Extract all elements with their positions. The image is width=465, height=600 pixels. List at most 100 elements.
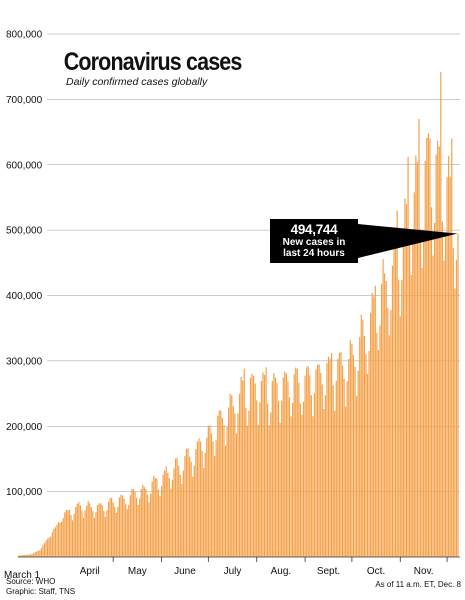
bar bbox=[143, 487, 145, 557]
bar bbox=[39, 550, 41, 557]
bar bbox=[224, 445, 227, 557]
x-tick-label: April bbox=[80, 566, 100, 577]
bar bbox=[343, 378, 345, 557]
bar bbox=[114, 506, 116, 557]
bar bbox=[76, 503, 78, 557]
bar bbox=[337, 358, 339, 557]
bar bbox=[67, 510, 69, 557]
bar bbox=[156, 478, 158, 557]
bar bbox=[402, 233, 404, 557]
bar bbox=[257, 424, 259, 557]
bar bbox=[228, 407, 230, 557]
bar bbox=[162, 474, 164, 557]
bar bbox=[304, 375, 306, 557]
y-tick-label: 400,000 bbox=[6, 291, 43, 302]
y-tick-label: 200,000 bbox=[6, 422, 43, 433]
y-axis: 100,000 200,000 300,000 400,000 500,000 600,0… bbox=[4, 28, 48, 498]
bar bbox=[457, 233, 459, 557]
bar bbox=[366, 373, 369, 557]
bar bbox=[182, 470, 184, 557]
bar bbox=[440, 71, 442, 558]
credits: Source: WHO Graphic: Staff, TNS bbox=[6, 577, 75, 597]
bar bbox=[18, 555, 21, 557]
bar bbox=[429, 138, 431, 557]
bar bbox=[187, 448, 189, 557]
bar bbox=[238, 393, 241, 557]
x-tick-label: July bbox=[224, 566, 242, 577]
bar bbox=[249, 377, 252, 557]
bar bbox=[259, 402, 261, 557]
bar bbox=[117, 507, 119, 557]
bar bbox=[70, 514, 72, 557]
bar bbox=[318, 364, 320, 557]
bar bbox=[57, 522, 60, 557]
bar bbox=[454, 288, 456, 557]
bar bbox=[382, 259, 384, 557]
bar bbox=[146, 494, 149, 557]
bar bbox=[455, 259, 458, 557]
bar bbox=[373, 296, 375, 557]
bar bbox=[312, 416, 314, 557]
bar bbox=[346, 381, 348, 557]
bar bbox=[148, 502, 150, 557]
bar bbox=[221, 417, 223, 557]
bar bbox=[235, 433, 238, 557]
bar bbox=[384, 273, 386, 557]
bar bbox=[282, 377, 284, 557]
bar bbox=[126, 509, 128, 557]
bar bbox=[231, 395, 233, 557]
bar bbox=[65, 509, 67, 557]
bar bbox=[26, 554, 28, 557]
bar bbox=[134, 491, 136, 557]
bar bbox=[393, 233, 395, 558]
graphic-credit: Graphic: Staff, TNS bbox=[6, 587, 76, 596]
bar bbox=[334, 410, 336, 557]
bar bbox=[243, 368, 245, 557]
bar bbox=[217, 415, 219, 557]
bar bbox=[184, 455, 186, 557]
bar bbox=[273, 373, 275, 557]
bar bbox=[189, 456, 191, 557]
chart-title: Coronavirus cases bbox=[62, 48, 245, 77]
bar bbox=[427, 133, 429, 558]
x-tick-label: Nov. bbox=[414, 566, 434, 577]
bar bbox=[329, 358, 331, 557]
bar bbox=[331, 353, 333, 557]
bar bbox=[416, 162, 419, 557]
bar bbox=[173, 468, 175, 557]
y-tick-label-background bbox=[4, 93, 48, 106]
x-tick-label: Oct. bbox=[367, 566, 385, 577]
bar bbox=[295, 367, 297, 557]
bar bbox=[121, 495, 124, 557]
bar bbox=[42, 545, 44, 557]
bar bbox=[118, 497, 121, 557]
bar bbox=[96, 505, 99, 557]
bar bbox=[53, 528, 55, 557]
bar bbox=[245, 408, 247, 557]
annotation-label: New cases in last 24 hours bbox=[282, 237, 346, 259]
y-tick-label-background bbox=[4, 420, 48, 433]
bar bbox=[377, 349, 380, 557]
y-tick-label: 800,000 bbox=[6, 30, 43, 41]
bar bbox=[409, 244, 411, 557]
bar bbox=[43, 542, 46, 557]
bar bbox=[449, 176, 451, 557]
bar bbox=[306, 367, 308, 557]
bar bbox=[207, 426, 209, 557]
bar bbox=[298, 382, 300, 557]
y-tick-label-background bbox=[4, 28, 48, 40]
bar bbox=[150, 493, 152, 557]
bar bbox=[446, 177, 448, 557]
bar bbox=[290, 416, 292, 557]
bar bbox=[107, 501, 110, 557]
bar bbox=[432, 255, 434, 558]
bar bbox=[145, 488, 147, 557]
bar bbox=[79, 505, 82, 557]
bar bbox=[135, 497, 138, 557]
bar bbox=[84, 510, 86, 557]
bar bbox=[260, 380, 263, 557]
y-tick-label-background bbox=[4, 289, 48, 302]
bar bbox=[23, 554, 25, 557]
bar bbox=[326, 362, 328, 557]
bar bbox=[185, 448, 188, 557]
